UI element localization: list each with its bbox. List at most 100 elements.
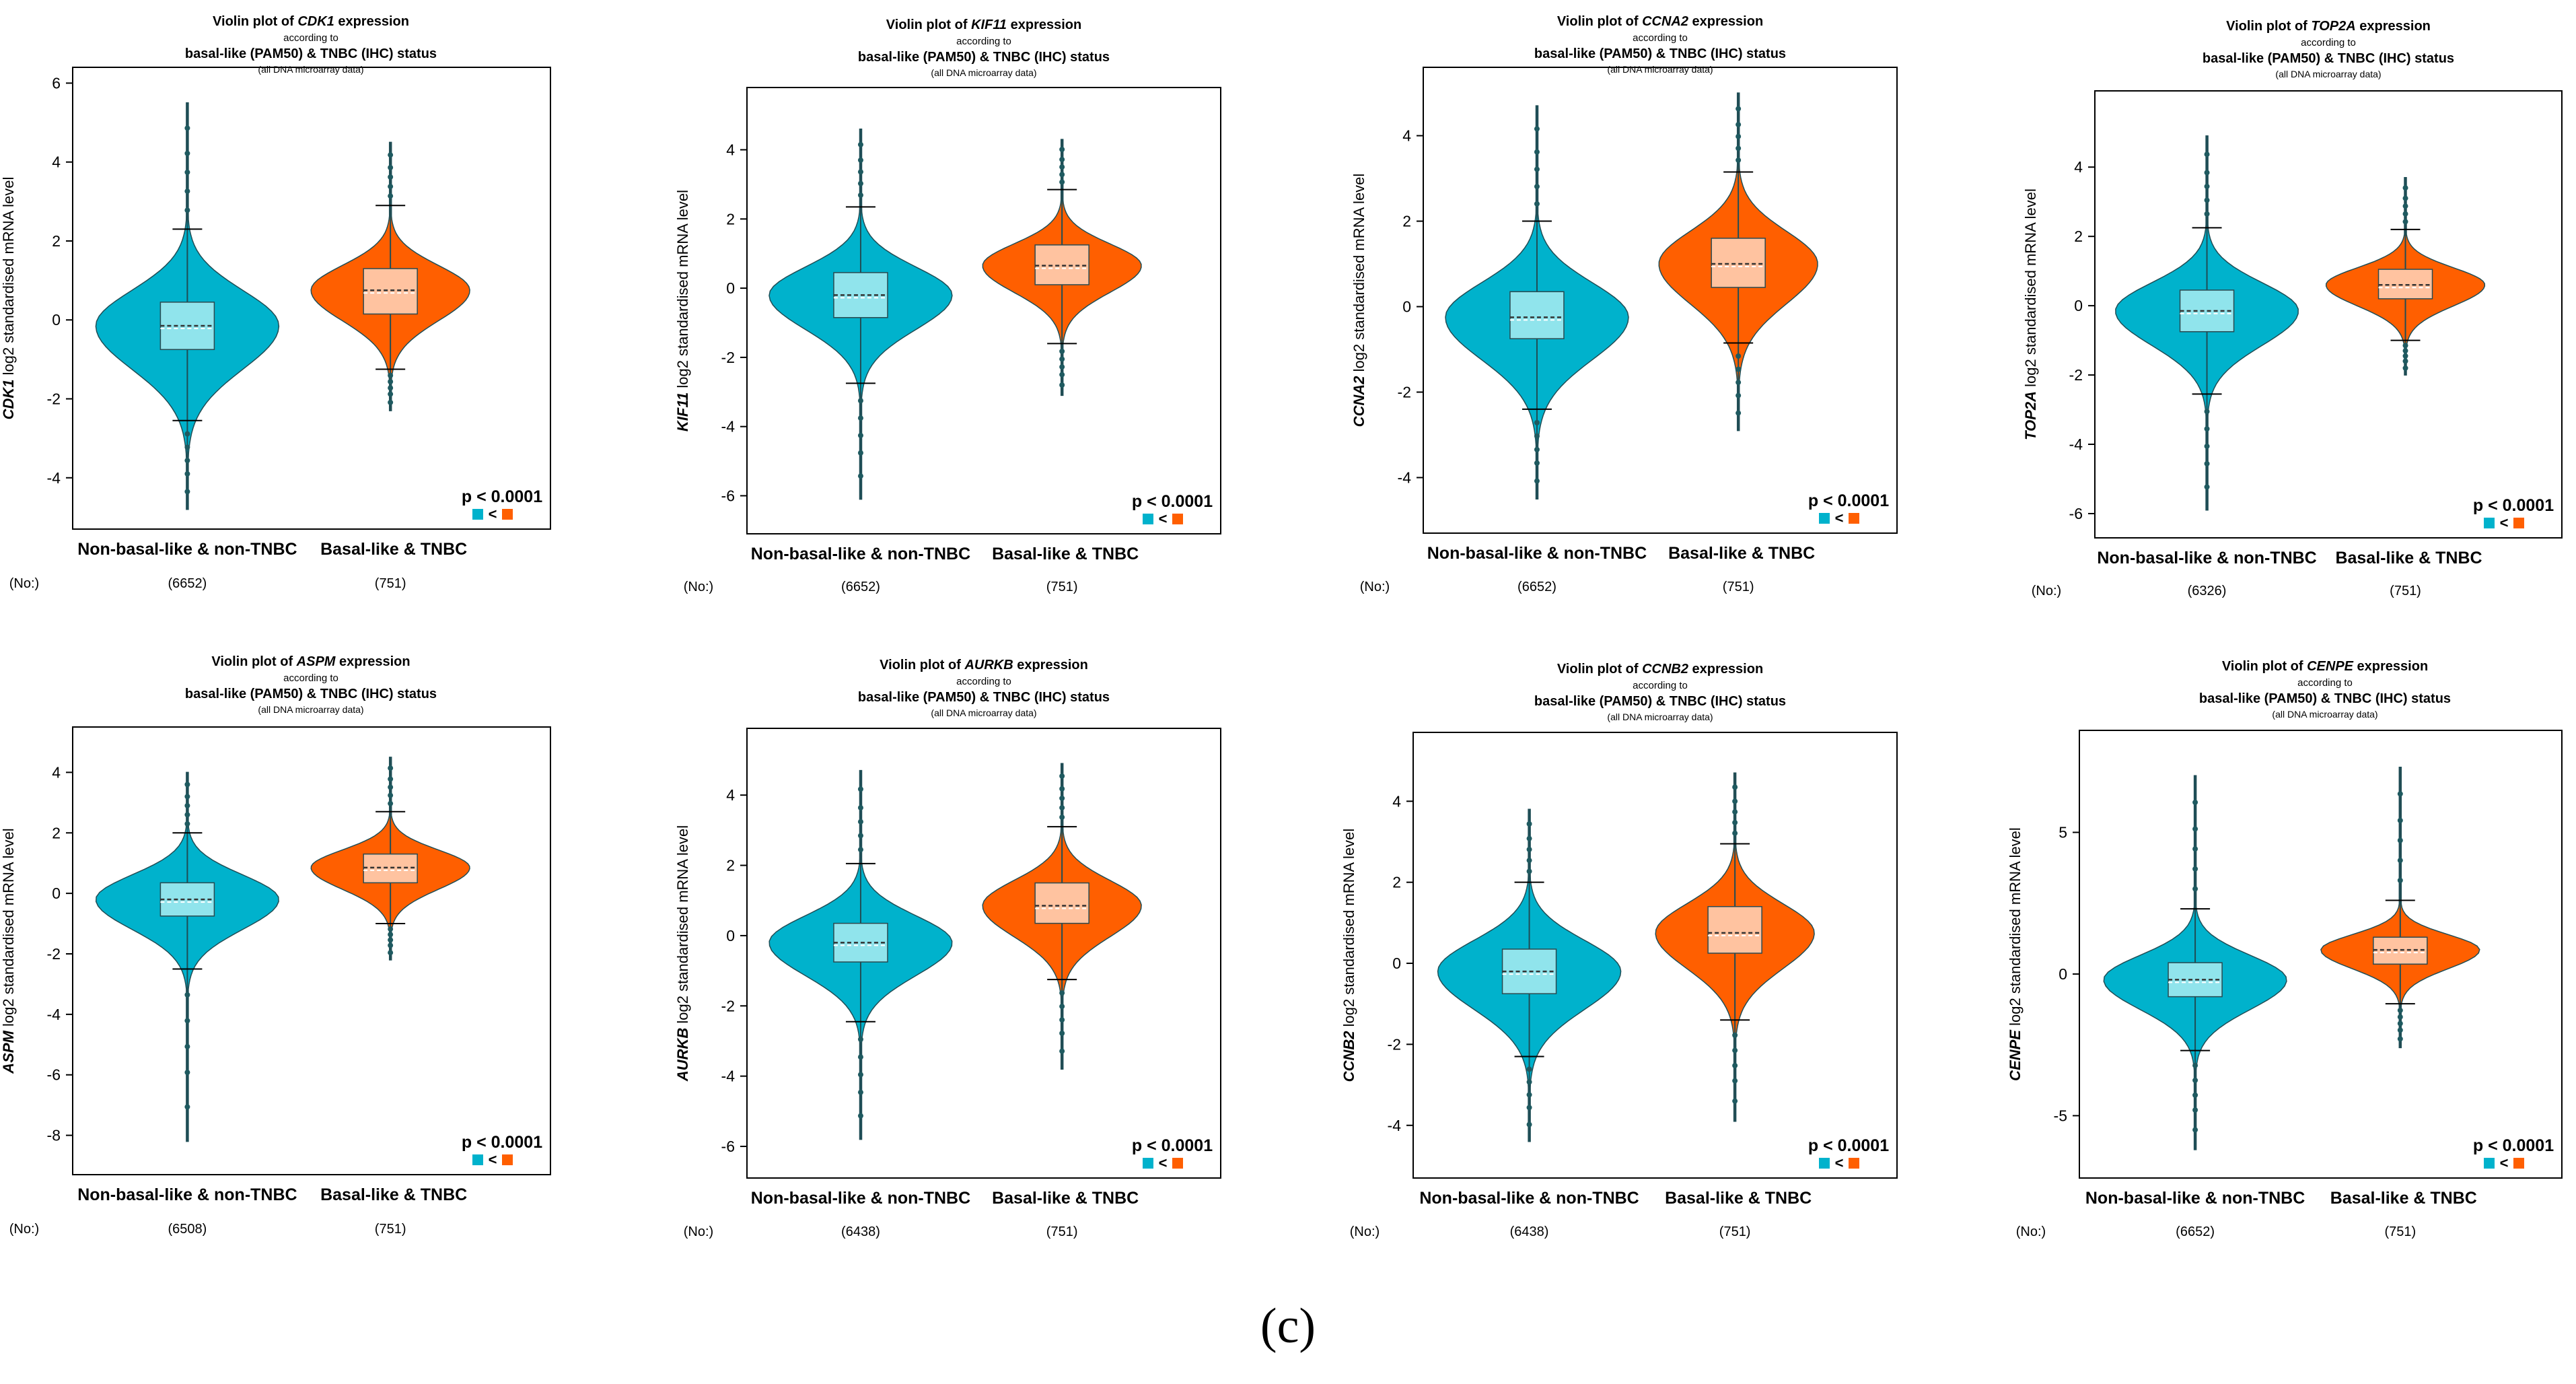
chart-title: Violin plot of CCNB2 expression [1557, 662, 1763, 677]
outlier-point [1732, 1098, 1738, 1104]
outlier-point [1059, 348, 1065, 354]
legend-swatch-group1 [472, 509, 483, 520]
outlier-point [857, 786, 863, 792]
outlier-point [388, 926, 394, 932]
title-line-data: (all DNA microarray data) [1607, 64, 1713, 75]
outlier-point [1059, 146, 1065, 152]
iqr-box [1707, 906, 1762, 954]
outlier-point [184, 150, 190, 156]
chart-ccnb2: Violin plot of CCNB2 expression according… [1340, 662, 1898, 1239]
legend-swatch-group2 [2513, 518, 2524, 528]
outlier-point [857, 157, 863, 163]
y-tick-label: -8 [47, 1127, 61, 1144]
outlier-point [1736, 380, 1742, 386]
title-gene: TOP2A [2311, 19, 2355, 34]
outlier-point [857, 398, 863, 404]
x-group-label: Basal-like & TNBC [1668, 544, 1815, 563]
outlier-point [184, 821, 190, 827]
y-tick-label: 2 [52, 824, 61, 841]
outlier-point [2204, 211, 2210, 217]
violin-group-1 [768, 128, 953, 500]
outlier-point [2192, 866, 2198, 872]
outlier-point [1534, 433, 1540, 439]
legend-less-than: < [1835, 1154, 1844, 1171]
p-value: p < 0.0001 [2473, 1136, 2554, 1155]
outlier-point [2192, 826, 2198, 832]
outlier-point [1059, 815, 1065, 821]
legend-swatch-group1 [2484, 518, 2495, 528]
group-count: (6652) [168, 576, 207, 591]
outlier-point [2402, 203, 2408, 209]
outlier-point [1059, 1030, 1065, 1036]
y-tick-label: 0 [52, 311, 61, 328]
title-line-data: (all DNA microarray data) [2275, 69, 2381, 79]
legend-swatch-group2 [2513, 1158, 2524, 1169]
title-line-data: (all DNA microarray data) [258, 704, 363, 715]
legend-swatch-group2 [1849, 1158, 1859, 1169]
legend-swatch-group1 [1143, 514, 1153, 524]
outlier-point [2204, 197, 2210, 203]
legend-swatch-group1 [1819, 513, 1830, 524]
y-tick-label: 4 [2074, 158, 2083, 176]
title-line-status: basal-like (PAM50) & TNBC (IHC) status [2199, 691, 2451, 706]
count-label: (No:) [1350, 1224, 1380, 1239]
y-tick-label: 4 [726, 786, 735, 804]
outlier-point [1526, 846, 1532, 852]
group-count: (6652) [841, 580, 880, 594]
legend-swatch-group2 [502, 509, 513, 520]
y-tick-label: 0 [2074, 297, 2083, 314]
outlier-point [2402, 219, 2408, 225]
title-line-data: (all DNA microarray data) [258, 64, 363, 75]
count-label: (No:) [684, 1224, 713, 1239]
iqr-box [2377, 269, 2433, 300]
group-count: (751) [375, 576, 406, 591]
outlier-point [2192, 886, 2198, 892]
outlier-point [857, 192, 863, 198]
outlier-point [184, 1043, 190, 1049]
outlier-point [2192, 1107, 2198, 1113]
violin-group-1 [1437, 808, 1622, 1142]
violin-group-1 [95, 102, 280, 510]
y-tick-label: -6 [721, 487, 735, 504]
violin-group-2 [310, 141, 470, 411]
chart-kif11: Violin plot of KIF11 expression according… [674, 18, 1221, 594]
plot-frame [72, 67, 551, 530]
outlier-point [2192, 1127, 2198, 1133]
outlier-point [1526, 835, 1532, 841]
outlier-point [1526, 1121, 1532, 1128]
outlier-point [1526, 1079, 1532, 1085]
y-tick-label: -2 [47, 945, 61, 963]
count-label: (No:) [2032, 584, 2061, 598]
group-count: (751) [1723, 580, 1754, 594]
outlier-point [2402, 211, 2408, 217]
outlier-point [1736, 133, 1742, 139]
violin-group-2 [1658, 92, 1818, 431]
outlier-point [857, 473, 863, 479]
outlier-point [2397, 877, 2403, 883]
outlier-point [2397, 1007, 2403, 1013]
chart-cdk1: Violin plot of CDK1 expression according … [0, 14, 551, 591]
outlier-point [1534, 166, 1540, 172]
outlier-point [1736, 157, 1742, 163]
outlier-point [1059, 1004, 1065, 1010]
y-tick-label: -4 [47, 1006, 61, 1023]
outlier-point [2192, 1062, 2198, 1068]
group-count: (751) [1046, 580, 1078, 594]
outlier-point [857, 1072, 863, 1078]
outlier-point [184, 1070, 190, 1076]
outlier-point [1059, 990, 1065, 996]
p-value: p < 0.0001 [1132, 1136, 1213, 1155]
outlier-point [1534, 419, 1540, 425]
outlier-point [388, 372, 394, 378]
x-group-label: Basal-like & TNBC [992, 545, 1139, 563]
outlier-point [388, 950, 394, 956]
legend-swatch-group1 [1819, 1158, 1830, 1169]
title-line-status: basal-like (PAM50) & TNBC (IHC) status [185, 46, 437, 61]
y-tick-label: 4 [52, 763, 61, 781]
legend-less-than: < [489, 1151, 497, 1168]
count-label: (No:) [9, 576, 39, 591]
y-axis-label: CCNB2 log2 standardised mRNA level [1340, 829, 1357, 1082]
group-count: (751) [375, 1222, 406, 1237]
y-tick-label: 2 [726, 857, 735, 874]
y-axis-label: KIF11 log2 standardised mRNA level [674, 190, 691, 431]
